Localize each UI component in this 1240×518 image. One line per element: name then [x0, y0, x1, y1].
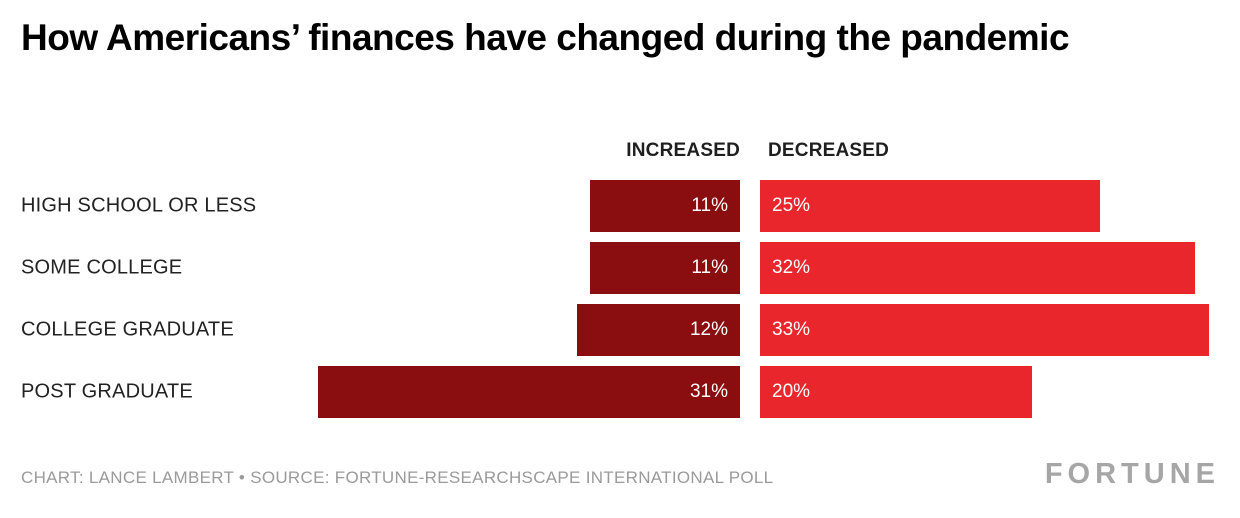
decreased-value-label: 32%	[772, 257, 811, 278]
legend-increased-label: INCREASED	[626, 140, 740, 161]
chart-row: SOME COLLEGE 11% 32%	[0, 242, 1240, 294]
category-label: POST GRADUATE	[21, 380, 193, 403]
bar-decreased: 20%	[760, 366, 1032, 418]
increased-value-label: 11%	[691, 257, 728, 278]
bar-increased: 11%	[590, 242, 740, 294]
increased-value-label: 11%	[691, 195, 728, 216]
bar-increased: 12%	[576, 304, 740, 356]
decreased-value-label: 25%	[772, 195, 811, 216]
bar-decreased: 32%	[760, 242, 1196, 294]
bar-increased: 31%	[318, 366, 740, 418]
category-label: SOME COLLEGE	[21, 256, 183, 279]
chart-credit: CHART: LANCE LAMBERT • SOURCE: FORTUNE-R…	[21, 468, 774, 487]
legend-decreased-label: DECREASED	[768, 140, 890, 161]
category-label: COLLEGE GRADUATE	[21, 318, 234, 341]
chart-row: HIGH SCHOOL OR LESS 11% 25%	[0, 180, 1240, 232]
chart-title: How Americans’ finances have changed dur…	[21, 17, 1070, 58]
chart-row: POST GRADUATE 31% 20%	[0, 366, 1240, 418]
increased-value-label: 12%	[689, 319, 728, 340]
bar-decreased: 25%	[760, 180, 1100, 232]
chart-rows: HIGH SCHOOL OR LESS 11% 25% SOME COLLEGE 11%…	[0, 180, 1240, 428]
chart-row: COLLEGE GRADUATE 12% 33%	[0, 304, 1240, 356]
fortune-logo: FORTUNE	[1044, 458, 1220, 490]
series-legend: INCREASED DECREASED	[0, 140, 1240, 168]
increased-value-label: 31%	[689, 381, 728, 402]
bar-decreased: 33%	[760, 304, 1209, 356]
bar-increased: 11%	[590, 180, 740, 232]
category-label: HIGH SCHOOL OR LESS	[21, 194, 257, 217]
decreased-value-label: 20%	[772, 381, 811, 402]
decreased-value-label: 33%	[772, 319, 811, 340]
